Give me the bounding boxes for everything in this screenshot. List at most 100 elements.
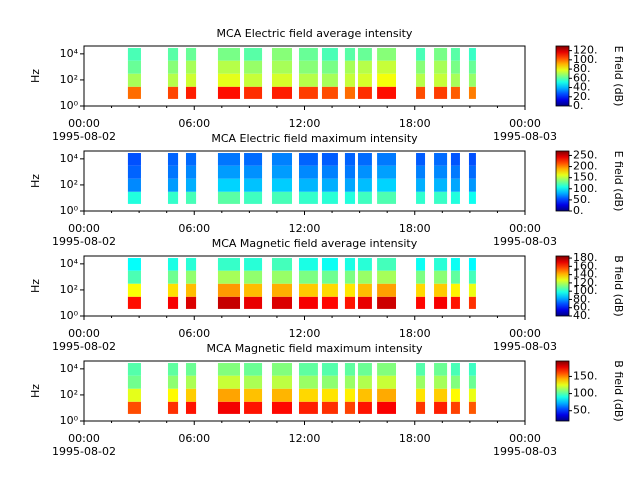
spectrogram-cell <box>357 48 372 61</box>
spectrogram-cell <box>416 401 426 414</box>
spectrogram-cell <box>244 178 263 192</box>
spectrogram-cell <box>416 165 426 179</box>
spectrogram-cell <box>468 48 476 61</box>
spectrogram-cell <box>217 178 241 192</box>
colorbar-tick-label: 150. <box>573 171 598 184</box>
spectrogram-cell <box>468 363 476 376</box>
spectrogram-cell <box>127 270 141 284</box>
spectrogram-cell <box>185 296 197 309</box>
spectrogram-cell <box>468 375 476 389</box>
spectrogram-cell <box>167 191 179 204</box>
spectrogram-cell <box>127 178 141 192</box>
spectrogram-cell <box>167 48 179 61</box>
spectrogram-cell <box>167 388 179 402</box>
spectrogram-cell <box>416 363 426 376</box>
spectrogram-cell <box>167 178 179 192</box>
spectrogram-cell <box>321 73 338 87</box>
y-tick-label: 10⁴ <box>60 47 79 60</box>
spectrogram-cell <box>298 178 318 192</box>
spectrogram-cell <box>167 283 179 297</box>
spectrogram-cell <box>357 165 372 179</box>
y-tick-label: 10⁴ <box>60 257 79 270</box>
spectrogram-cell <box>434 60 448 74</box>
spectrogram-cell <box>244 48 263 61</box>
spectrogram-cell <box>167 375 179 389</box>
x-tick-date: 1995-08-03 <box>493 235 557 248</box>
spectrogram-cell <box>298 258 318 271</box>
spectrogram-cell <box>321 191 338 204</box>
spectrogram-cell <box>468 178 476 192</box>
spectrogram-cell <box>127 165 141 179</box>
spectrogram-cell <box>321 60 338 74</box>
spectrogram-cell <box>217 73 241 87</box>
spectrogram-cell <box>450 73 460 87</box>
y-tick-label: 10² <box>60 388 78 401</box>
spectrogram-cell <box>377 165 397 179</box>
spectrogram-cell <box>127 388 141 402</box>
spectrogram-cell <box>357 60 372 74</box>
spectrogram-cell <box>185 153 197 166</box>
spectrogram-cell <box>167 296 179 309</box>
y-axis-label: Hz <box>29 69 42 83</box>
spectrogram-cell <box>167 363 179 376</box>
spectrogram-cell <box>127 73 141 87</box>
spectrogram-cell <box>344 401 356 414</box>
spectrogram-cell <box>244 60 263 74</box>
spectrogram-cell <box>468 401 476 414</box>
spectrogram-cell <box>298 401 318 414</box>
spectrogram-cell <box>217 363 241 376</box>
spectrogram-cell <box>357 178 372 192</box>
x-tick-label: 06:00 <box>178 432 210 445</box>
spectrogram-cell <box>344 270 356 284</box>
spectrogram-cell <box>127 401 141 414</box>
spectrogram-cell <box>244 191 263 204</box>
y-axis-label: Hz <box>29 384 42 398</box>
spectrogram-cell <box>434 401 448 414</box>
spectrogram-cell <box>321 296 338 309</box>
spectrogram-cell <box>450 270 460 284</box>
spectrogram-cell <box>416 60 426 74</box>
colorbar-label: B field (dB) <box>612 255 625 316</box>
colorbar-tick-label: 120. <box>573 44 598 57</box>
spectrogram-cell <box>434 363 448 376</box>
spectrogram-cell <box>185 86 197 99</box>
spectrogram-cell <box>244 86 263 99</box>
spectrogram-cell <box>185 178 197 192</box>
spectrogram-cell <box>185 48 197 61</box>
spectrogram-cell <box>271 60 293 74</box>
spectrogram-cell <box>357 283 372 297</box>
spectrogram-cell <box>271 165 293 179</box>
spectrogram-cell <box>468 153 476 166</box>
spectrogram-cell <box>321 270 338 284</box>
spectrogram-cell <box>185 363 197 376</box>
spectrogram-cell <box>450 60 460 74</box>
y-tick-label: 10⁴ <box>60 152 79 165</box>
spectrogram-cell <box>344 258 356 271</box>
spectrogram-cell <box>185 270 197 284</box>
x-tick-label: 00:00 <box>68 222 100 235</box>
spectrogram-cell <box>271 388 293 402</box>
spectrogram-cell <box>344 375 356 389</box>
spectrogram-cell <box>271 178 293 192</box>
spectrogram-cell <box>298 73 318 87</box>
colorbar <box>555 255 570 317</box>
spectrogram-cell <box>344 296 356 309</box>
spectrogram-cell <box>321 401 338 414</box>
spectrogram-cell <box>298 270 318 284</box>
spectrogram-cell <box>468 86 476 99</box>
spectrogram-cell <box>468 388 476 402</box>
y-tick-label: 10⁴ <box>60 362 79 375</box>
colorbar-tick-label: 250. <box>573 148 598 161</box>
spectrogram-cell <box>416 283 426 297</box>
spectrogram-cell <box>416 270 426 284</box>
spectrogram-cell <box>185 191 197 204</box>
spectrogram-cell <box>450 296 460 309</box>
colorbar-tick-label: 120. <box>573 276 598 289</box>
panel-title: MCA Magnetic field average intensity <box>212 237 418 250</box>
spectrogram-cell <box>344 86 356 99</box>
spectrogram-cell <box>344 283 356 297</box>
spectrogram-cell <box>357 86 372 99</box>
spectrogram-cell <box>271 258 293 271</box>
spectrogram-cell <box>217 191 241 204</box>
